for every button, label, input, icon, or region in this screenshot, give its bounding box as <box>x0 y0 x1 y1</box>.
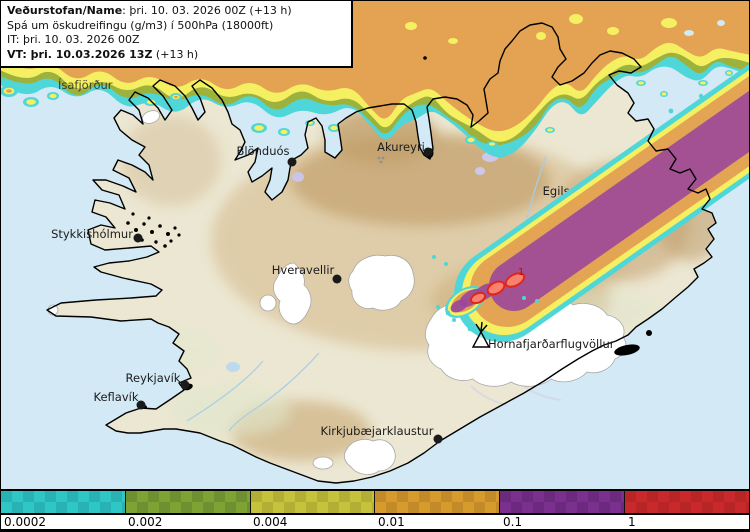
cyan-specks <box>432 93 704 332</box>
ash-blob <box>638 81 644 85</box>
place-dot-stykkisholmur <box>133 233 143 243</box>
place-label-keflavik: Keflavík <box>94 390 139 404</box>
ash-extreme-blobs <box>469 272 526 305</box>
place-dot-keflavik <box>136 400 146 410</box>
ash-blob <box>726 71 732 75</box>
glacier-myrdalsjokull <box>343 439 396 475</box>
place-label-kirkjubaejarklaustur: Kirkjubæjarklaustur <box>321 424 434 438</box>
glacier-langjokull <box>273 262 312 325</box>
info-line-4: VT: þri. 10.03.2026 13Z (+13 h) <box>7 47 199 61</box>
place-dot-akureyri <box>423 147 433 157</box>
ash-band-diagonal <box>432 64 749 342</box>
ash-blob <box>174 95 178 99</box>
legend-label-4: 0.1 <box>503 515 523 529</box>
volcano-icon <box>471 321 491 348</box>
ash-blob <box>26 99 36 105</box>
ash-blob <box>254 125 264 131</box>
iceland-map-svg: Egilsstaðaflugvöllur <box>1 1 749 491</box>
concentration-legend: 0.0002 0.002 0.004 0.01 0.1 1 <box>1 489 749 531</box>
legend-seg-2 <box>250 491 376 513</box>
ash-blob <box>6 89 12 93</box>
info-line-2: Spá um öskudreifingu (g/m3) í 500hPa (18… <box>7 18 274 32</box>
legend-color-bar <box>1 489 749 515</box>
place-label-blonduos: Blönduós <box>236 144 289 158</box>
place-markers <box>133 147 443 444</box>
ash-blob <box>467 137 475 143</box>
ash-blob <box>49 93 57 99</box>
place-label-hornafjardarflugvollur: Hornafjarðarflugvöllur <box>488 337 615 351</box>
info-line-1: Veðurstofan/Name: þri. 10. 03. 2026 00Z … <box>7 4 292 17</box>
place-label-stykkisholmur: Stykkishólmur <box>51 227 133 241</box>
legend-label-3: 0.01 <box>378 515 405 529</box>
legend-label-5: 1 <box>628 515 636 529</box>
legend-seg-1 <box>125 491 251 513</box>
place-dot-hveravellir <box>332 274 342 284</box>
legend-seg-0 <box>1 491 126 513</box>
contour-max-label: 1 <box>518 267 524 278</box>
place-dot-kirkjubaejarklaustur <box>433 434 443 444</box>
settlement-icon <box>377 156 385 164</box>
ash-blob <box>700 81 706 85</box>
ash-blob <box>280 129 288 135</box>
legend-labels: 0.0002 0.002 0.004 0.01 0.1 1 <box>1 515 749 531</box>
place-label-hveravellir: Hveravellir <box>272 263 335 277</box>
place-label-isafjordur: Ísafjörður <box>58 77 113 92</box>
legend-seg-3 <box>375 491 501 513</box>
legend-seg-5 <box>625 491 749 513</box>
place-dot-reykjavik <box>180 380 190 390</box>
band-inner-patches <box>405 14 725 44</box>
forecast-info-box: Veðurstofan/Name: þri. 10. 03. 2026 00Z … <box>1 1 353 68</box>
place-label-akureyri: Akureyri <box>377 140 425 154</box>
legend-label-1: 0.002 <box>128 515 163 529</box>
ash-blob <box>547 128 553 132</box>
ash-blob <box>330 125 338 131</box>
place-dot-blonduos <box>287 157 297 167</box>
legend-label-2: 0.004 <box>253 515 288 529</box>
ash-blob <box>661 92 667 96</box>
legend-label-0: 0.0002 <box>4 515 46 529</box>
place-labels: Ísafjörður Blönduós Akureyri Stykkishólm… <box>51 77 615 438</box>
info-line-3: IT: þri. 10. 03. 2026 00Z <box>7 33 140 46</box>
ash-blob <box>489 142 495 146</box>
legend-seg-4 <box>500 491 626 513</box>
place-label-reykjavik: Reykjavík <box>126 371 181 385</box>
glacier-hofsjokull <box>348 254 415 311</box>
